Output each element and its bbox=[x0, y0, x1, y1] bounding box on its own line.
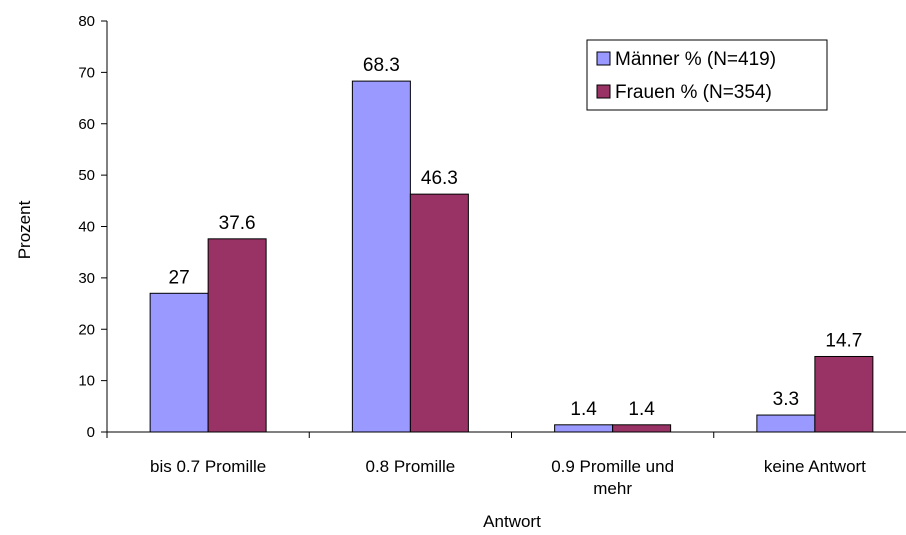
bars bbox=[149, 80, 874, 433]
x-category-label: 0.9 Promille und bbox=[551, 457, 674, 476]
y-tick-label: 40 bbox=[78, 219, 95, 236]
legend: Männer % (N=419) Frauen % (N=354) bbox=[586, 39, 828, 111]
y-tick-label: 70 bbox=[78, 64, 95, 81]
x-axis: bis 0.7 Promille 0.8 Promille 0.9 Promille… bbox=[106, 431, 906, 498]
x-category-label: mehr bbox=[593, 479, 632, 498]
legend-label-maenner: Männer % (N=419) bbox=[615, 49, 776, 70]
data-label: 46.3 bbox=[421, 168, 458, 189]
data-label: 27 bbox=[169, 267, 190, 288]
legend-swatch-frauen bbox=[596, 84, 611, 99]
x-category-label: 0.8 Promille bbox=[365, 457, 455, 476]
bar-frauen-3 bbox=[814, 355, 874, 433]
y-axis-title: Prozent bbox=[15, 200, 34, 259]
bar-frauen-2 bbox=[612, 424, 672, 433]
y-tick-label: 10 bbox=[78, 373, 95, 390]
legend-label-frauen: Frauen % (N=354) bbox=[615, 82, 772, 103]
bar-maenner-0 bbox=[149, 292, 209, 433]
bar-frauen-0 bbox=[207, 238, 267, 433]
data-label: 37.6 bbox=[219, 213, 256, 234]
y-axis: 0 10 20 30 40 50 60 70 80 bbox=[78, 13, 108, 441]
y-tick-label: 30 bbox=[78, 270, 95, 287]
bar-frauen-1 bbox=[409, 193, 469, 433]
data-label: 3.3 bbox=[773, 389, 799, 410]
y-tick-label: 0 bbox=[87, 424, 95, 441]
x-axis-title: Antwort bbox=[483, 512, 541, 531]
legend-frame bbox=[586, 39, 828, 111]
x-category-label: bis 0.7 Promille bbox=[150, 457, 266, 476]
x-category-label: keine Antwort bbox=[764, 457, 866, 476]
y-tick-label: 20 bbox=[78, 321, 95, 338]
data-label: 1.4 bbox=[628, 399, 655, 420]
bar-maenner-3 bbox=[756, 414, 816, 433]
data-labels: 27 68.3 1.4 3.3 37.6 46.3 1.4 14.7 bbox=[169, 55, 863, 420]
y-tick-label: 50 bbox=[78, 167, 95, 184]
bar-maenner-1 bbox=[351, 80, 411, 433]
data-label: 1.4 bbox=[570, 399, 597, 420]
y-tick-label: 60 bbox=[78, 116, 95, 133]
legend-swatch-maenner bbox=[596, 51, 611, 66]
data-label: 68.3 bbox=[363, 55, 400, 76]
data-label: 14.7 bbox=[825, 330, 862, 351]
y-tick-label: 80 bbox=[78, 13, 95, 30]
bar-maenner-2 bbox=[554, 424, 614, 433]
